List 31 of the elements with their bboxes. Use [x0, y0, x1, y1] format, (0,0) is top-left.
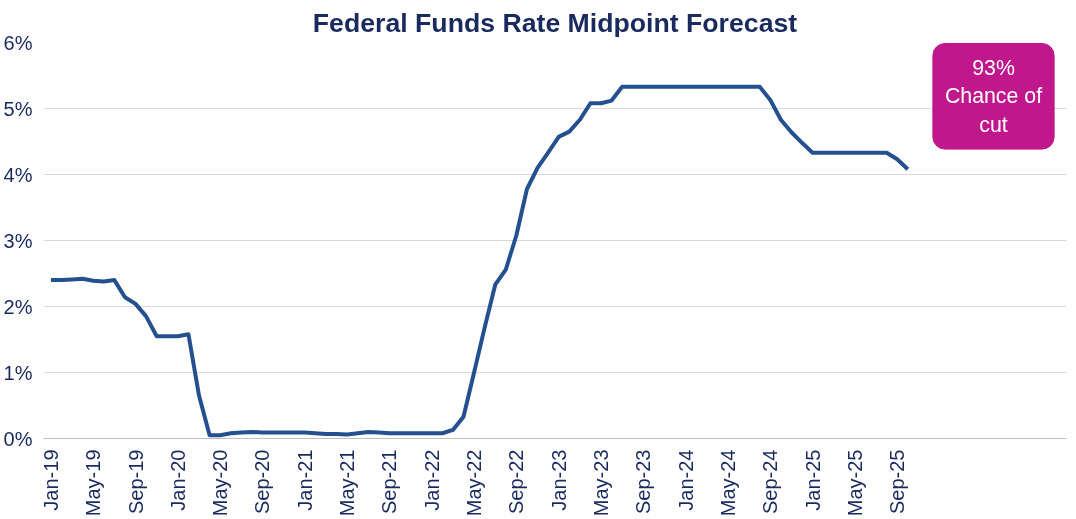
- x-tick-label: Sep-22: [505, 449, 528, 514]
- y-tick-label: 2%: [3, 295, 33, 318]
- x-tick-label: May-25: [843, 449, 866, 517]
- x-tick-label: May-22: [463, 449, 486, 517]
- chart-title: Federal Funds Rate Midpoint Forecast: [312, 7, 798, 38]
- x-tick-label: May-19: [82, 449, 105, 517]
- x-tick-label: Sep-19: [124, 449, 147, 514]
- x-tick-label: Sep-21: [378, 449, 401, 514]
- text: 93% Chance of cut: [944, 55, 1043, 138]
- x-tick-label: Jan-25: [801, 449, 824, 511]
- x-tick-label: Sep-24: [759, 449, 782, 514]
- y-tick-label: 6%: [3, 31, 33, 54]
- line-series: [48, 84, 910, 438]
- x-tick-label: Sep-23: [632, 449, 655, 514]
- x-tick-label: Jan-23: [547, 449, 570, 511]
- y-tick-label: 1%: [3, 361, 33, 384]
- x-tick-label: Jan-19: [39, 449, 62, 511]
- x-tick-label: Jan-21: [293, 449, 316, 511]
- x-tick-label: May-21: [336, 449, 359, 517]
- y-tick-label: 4%: [3, 163, 33, 186]
- y-tick-label: 5%: [3, 97, 33, 120]
- y-tick-label: 3%: [3, 229, 33, 252]
- x-tick-label: Jan-20: [166, 449, 189, 511]
- x-tick-label: Jan-24: [674, 449, 697, 511]
- y-tick-label: 0%: [3, 427, 33, 450]
- x-tick-label: May-20: [209, 449, 232, 517]
- x-tick-label: Jan-22: [420, 449, 443, 511]
- x-tick-label: May-23: [590, 449, 613, 517]
- x-tick-label: Sep-20: [251, 449, 274, 514]
- x-tick-label: Sep-25: [886, 449, 909, 514]
- x-tick-label: May-24: [716, 449, 739, 517]
